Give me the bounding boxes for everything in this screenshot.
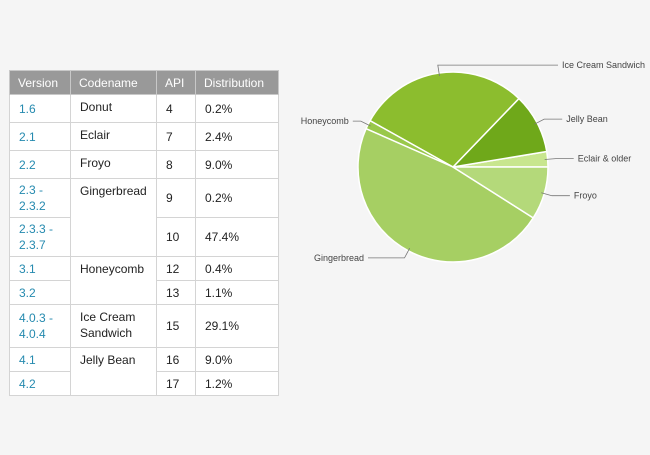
table-header-row: Version Codename API Distribution [9, 70, 279, 95]
distribution-cell: 29.1% [195, 304, 279, 348]
api-cell: 10 [156, 217, 196, 257]
slice-label-gingerbread: Gingerbread [314, 253, 364, 263]
distribution-cell: 1.2% [195, 371, 279, 396]
api-cell: 16 [156, 347, 196, 372]
table-row: 4.1 Jelly Bean 16 9.0% [9, 347, 279, 396]
version-cell: 2.2 [9, 150, 71, 179]
version-cell: 2.3 -2.3.2 [9, 178, 71, 218]
version-cell: 2.1 [9, 122, 71, 151]
slice-label-jelly-bean: Jelly Bean [566, 114, 608, 124]
table-row: 2.3 -2.3.2 Gingerbread 9 0.2% [9, 178, 279, 257]
table-row: 3.1 Honeycomb 12 0.4% [9, 256, 279, 305]
distribution-cell: 0.2% [195, 178, 279, 218]
api-cell: 12 [156, 256, 196, 281]
api-cell: 4 [156, 94, 196, 123]
distribution-cell: 0.4% [195, 256, 279, 281]
codename-cell: Honeycomb [70, 256, 157, 305]
version-cell: 4.0.3 -4.0.4 [9, 304, 71, 348]
distribution-table: Version Codename API Distribution 1.6 Do… [9, 70, 279, 396]
table-row: 2.2 Froyo 8 9.0% [9, 150, 279, 179]
api-cell: 8 [156, 150, 196, 179]
leader-line-eclair-older [544, 158, 574, 160]
slice-label-honeycomb: Honeycomb [301, 116, 349, 126]
table-row: 3.2 13 1.1% [9, 280, 279, 305]
version-cell: 3.2 [9, 280, 71, 305]
table-row: 1.6 Donut 4 0.2% [9, 94, 279, 123]
version-cell: 2.3.3 -2.3.7 [9, 217, 71, 257]
codename-cell: Jelly Bean [70, 347, 157, 396]
distribution-cell: 2.4% [195, 122, 279, 151]
leader-line-froyo [541, 192, 570, 197]
leader-line-ice-cream-sandwich [437, 64, 558, 77]
leader-line-jelly-bean [534, 118, 563, 125]
version-cell: 1.6 [9, 94, 71, 123]
distribution-cell: 9.0% [195, 150, 279, 179]
leader-line-honeycomb [352, 120, 371, 127]
table-row: 2.3.3 -2.3.7 10 47.4% [9, 217, 279, 257]
codename-cell: Ice Cream Sandwich [70, 304, 157, 348]
header-distribution: Distribution [195, 70, 279, 95]
codename-cell: Gingerbread [70, 178, 157, 257]
distribution-cell: 1.1% [195, 280, 279, 305]
table-row: 4.0.3 -4.0.4 Ice Cream Sandwich 15 29.1% [9, 304, 279, 348]
api-cell: 17 [156, 371, 196, 396]
distribution-cell: 0.2% [195, 94, 279, 123]
version-cell: 3.1 [9, 256, 71, 281]
version-cell: 4.1 [9, 347, 71, 372]
table-row: 4.2 17 1.2% [9, 371, 279, 396]
api-cell: 15 [156, 304, 196, 348]
version-cell: 4.2 [9, 371, 71, 396]
leader-line-gingerbread [368, 248, 411, 259]
api-cell: 13 [156, 280, 196, 305]
slice-label-eclair-older: Eclair & older [578, 154, 632, 164]
slice-label-froyo: Froyo [574, 191, 597, 201]
header-version: Version [9, 70, 71, 95]
header-codename: Codename [70, 70, 157, 95]
codename-cell: Froyo [70, 150, 157, 179]
slice-label-ice-cream-sandwich: Ice Cream Sandwich [562, 60, 645, 70]
